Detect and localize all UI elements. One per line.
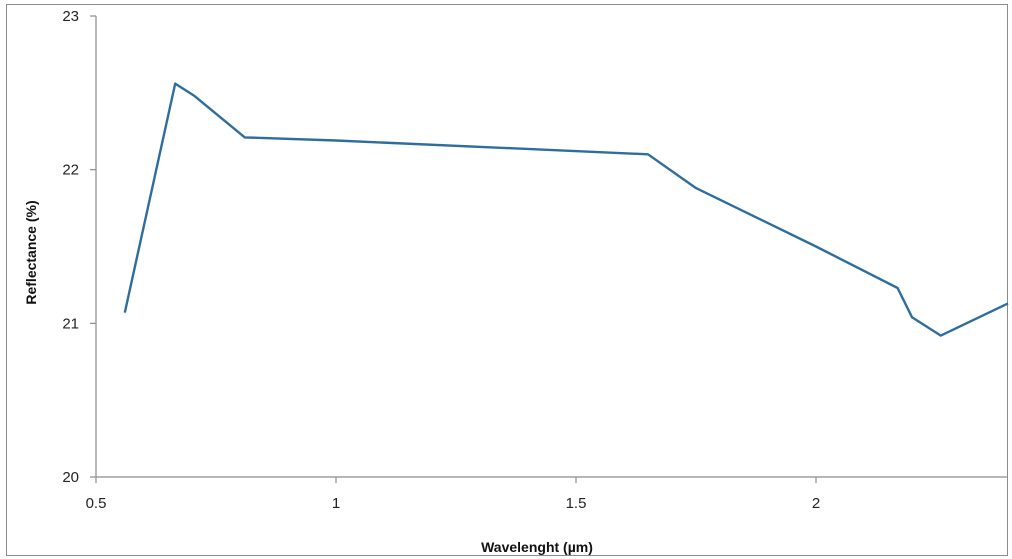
- y-ticks: 20 21 22 23: [62, 8, 96, 486]
- y-tick-label: 22: [62, 162, 79, 179]
- x-tick-label: 0.5: [86, 495, 107, 512]
- y-tick-label: 23: [62, 8, 79, 25]
- chart-frame: [6, 4, 1008, 556]
- axes: [95, 16, 1008, 478]
- series-line: [123, 82, 1009, 337]
- x-ticks: 0.5 1 1.5 2: [86, 477, 820, 512]
- x-tick-label: 1: [332, 495, 340, 512]
- y-tick-label: 21: [62, 315, 79, 332]
- x-axis-title: Wavelenght (µm): [481, 539, 593, 555]
- x-tick-label: 2: [812, 495, 820, 512]
- x-tick-label: 1.5: [566, 495, 587, 512]
- y-tick-label: 20: [62, 469, 79, 486]
- y-axis-title: Reflectance (%): [23, 200, 39, 304]
- series-group: [123, 82, 1009, 337]
